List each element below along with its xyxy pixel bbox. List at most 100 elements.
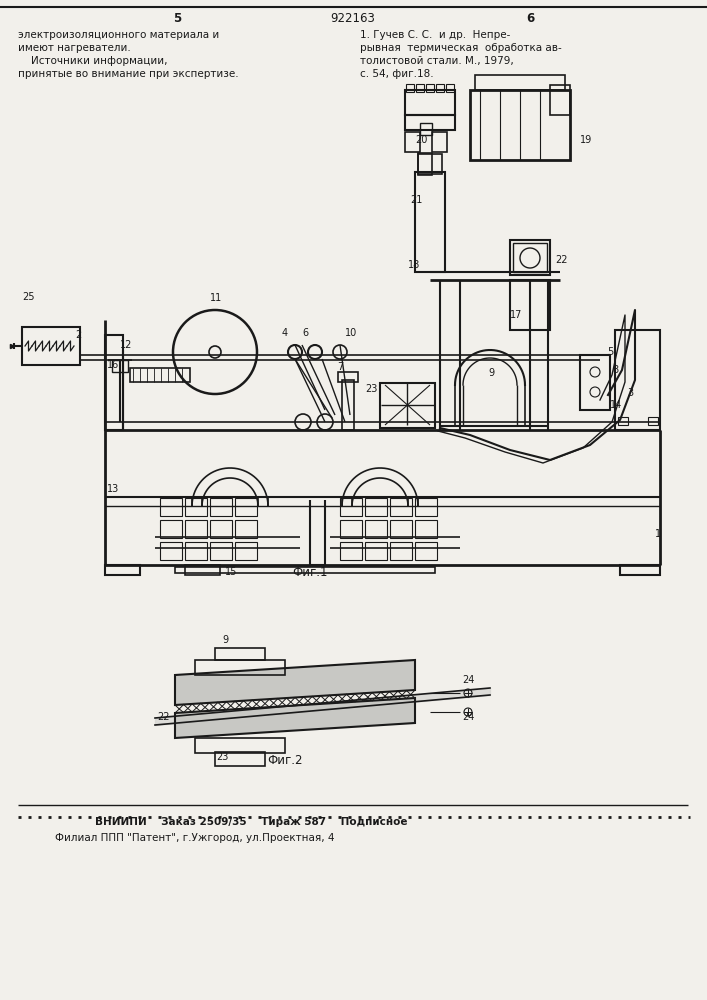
Bar	[185, 565, 220, 575]
Bar	[340, 542, 362, 560]
Text: 6: 6	[526, 12, 534, 25]
Text: 1: 1	[655, 529, 661, 539]
Bar	[365, 520, 387, 538]
Bar	[550, 85, 570, 115]
Bar	[160, 542, 182, 560]
Text: принятые во внимание при экспертизе.: принятые во внимание при экспертизе.	[18, 69, 239, 79]
Text: 23: 23	[216, 752, 228, 762]
Bar	[380, 383, 435, 428]
Bar	[390, 498, 412, 516]
Bar	[235, 520, 257, 538]
Bar	[130, 368, 190, 382]
Bar	[405, 132, 420, 152]
Bar	[580, 355, 610, 410]
Text: 12: 12	[120, 340, 132, 350]
Text: 20: 20	[415, 135, 427, 145]
Bar	[418, 153, 432, 175]
Text: 23: 23	[365, 384, 378, 394]
Bar	[340, 498, 362, 516]
Bar	[160, 498, 182, 516]
Text: с. 54, фиг.18.: с. 54, фиг.18.	[360, 69, 433, 79]
Bar	[112, 360, 128, 372]
Bar	[418, 154, 442, 174]
Text: 15: 15	[225, 567, 238, 577]
Bar	[185, 520, 207, 538]
Text: Филиал ППП "Патент", г.Ужгород, ул.Проектная, 4: Филиал ППП "Патент", г.Ужгород, ул.Проек…	[55, 833, 334, 843]
Bar	[338, 372, 358, 382]
Bar	[436, 84, 444, 92]
Text: 17: 17	[510, 310, 522, 320]
Bar	[620, 565, 660, 575]
Bar	[105, 565, 140, 575]
Text: 18: 18	[408, 260, 420, 270]
Bar	[615, 330, 660, 430]
Text: 6: 6	[302, 328, 308, 338]
Text: 22: 22	[157, 712, 170, 722]
Bar	[340, 520, 362, 538]
Text: электроизоляционного материала и: электроизоляционного материала и	[18, 30, 219, 40]
Bar	[470, 90, 570, 160]
Bar	[446, 84, 454, 92]
Text: 19: 19	[580, 135, 592, 145]
Text: 25: 25	[22, 292, 35, 302]
Text: 5: 5	[173, 12, 181, 25]
Bar	[510, 280, 550, 330]
Text: 14: 14	[610, 400, 622, 410]
Bar	[105, 335, 123, 430]
Bar	[235, 542, 257, 560]
Bar	[415, 542, 437, 560]
Text: 4: 4	[282, 328, 288, 338]
Bar	[365, 542, 387, 560]
Bar	[235, 498, 257, 516]
Text: 22: 22	[555, 255, 568, 265]
Text: 1. Гучев С. С.  и др.  Непре-: 1. Гучев С. С. и др. Непре-	[360, 30, 510, 40]
Bar	[416, 84, 424, 92]
Bar	[618, 417, 628, 425]
Text: 7: 7	[337, 362, 344, 372]
Text: 24: 24	[462, 712, 474, 722]
Text: 16: 16	[107, 360, 119, 370]
Bar	[426, 84, 434, 92]
Bar	[175, 567, 435, 573]
Polygon shape	[175, 698, 415, 738]
Text: 24: 24	[462, 675, 474, 685]
Bar	[390, 520, 412, 538]
Text: Источники информации,: Источники информации,	[18, 56, 168, 66]
Bar	[420, 123, 432, 135]
Text: 21: 21	[410, 195, 422, 205]
Text: 5: 5	[607, 347, 613, 357]
Bar	[210, 542, 232, 560]
Text: Фиг.1: Фиг.1	[292, 566, 328, 579]
Bar	[215, 752, 265, 766]
Bar	[160, 520, 182, 538]
Text: 9: 9	[488, 368, 494, 378]
Text: 2: 2	[75, 330, 81, 340]
Bar	[210, 498, 232, 516]
Bar	[342, 380, 354, 430]
Bar	[405, 90, 455, 115]
Bar	[390, 542, 412, 560]
Bar	[415, 172, 445, 272]
Bar	[195, 738, 285, 753]
Bar	[415, 520, 437, 538]
Text: ВНИИПИ    Заказ 2509/35    Тираж 587    Подписное: ВНИИПИ Заказ 2509/35 Тираж 587 Подписное	[95, 817, 407, 827]
Bar	[406, 84, 414, 92]
Bar	[415, 498, 437, 516]
Text: 13: 13	[107, 484, 119, 494]
Text: рывная  термическая  обработка ав-: рывная термическая обработка ав-	[360, 43, 562, 53]
Bar	[510, 240, 550, 275]
Bar	[195, 660, 285, 675]
Bar	[513, 243, 547, 272]
Bar	[475, 75, 565, 90]
Bar	[22, 327, 80, 365]
Bar	[210, 520, 232, 538]
Text: 11: 11	[210, 293, 222, 303]
Bar	[215, 648, 265, 660]
Text: 922163: 922163	[331, 12, 375, 25]
Text: имеют нагреватели.: имеют нагреватели.	[18, 43, 131, 53]
Bar	[185, 542, 207, 560]
Bar	[365, 498, 387, 516]
Bar	[432, 132, 447, 152]
Text: толистовой стали. М., 1979,: толистовой стали. М., 1979,	[360, 56, 514, 66]
Text: 8: 8	[612, 365, 618, 375]
